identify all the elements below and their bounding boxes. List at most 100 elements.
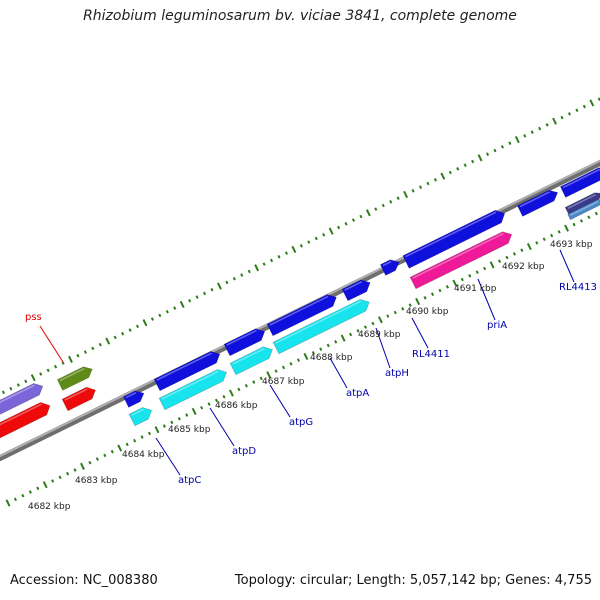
tick-mark [13, 497, 18, 502]
tick-mark [247, 269, 251, 274]
tick-mark [386, 314, 390, 318]
tick-mark [530, 130, 534, 134]
gene-arrow [0, 402, 51, 439]
tick-mark [415, 297, 421, 306]
tick-mark [550, 233, 554, 238]
gene-label-atpa: atpA [346, 388, 369, 399]
gene-highlight [405, 211, 497, 258]
tick-mark [371, 321, 375, 326]
gene-arrow [223, 328, 266, 357]
tick-mark [560, 115, 564, 120]
gene-arrow [128, 407, 153, 427]
gene-arrow [567, 199, 600, 221]
gene-highlight [131, 408, 144, 416]
kbp-label: 4689 kbp [358, 330, 401, 340]
tick-mark [523, 134, 527, 138]
gene-highlight [0, 384, 35, 403]
topology-text: Topology: circular; Length: 5,057,142 bp… [234, 573, 592, 588]
tick-mark [440, 172, 446, 180]
tick-mark [589, 99, 595, 107]
tick-mark [389, 200, 393, 204]
tick-mark [485, 152, 490, 156]
tick-mark [66, 471, 70, 476]
label-leader [39, 325, 64, 363]
label-leader [411, 317, 429, 349]
tick-mark [526, 242, 532, 251]
tick-mark [46, 368, 50, 373]
tick-mark [356, 329, 360, 333]
kbp-label: 4687 kbp [262, 377, 305, 387]
tick-mark [125, 442, 129, 447]
tick-mark [408, 303, 412, 307]
tick-mark [493, 148, 497, 153]
tick-mark [113, 335, 117, 340]
tick-mark [30, 374, 36, 382]
tick-mark [16, 383, 20, 387]
label-leader [155, 437, 181, 476]
tick-mark [140, 435, 144, 439]
tick-mark [195, 295, 199, 299]
gene-highlight [0, 403, 42, 426]
gene-arrow [564, 192, 600, 216]
gene-highlight [570, 200, 599, 216]
tick-mark [349, 332, 353, 337]
tick-mark [374, 207, 378, 211]
tick-mark [403, 190, 409, 199]
tick-mark [460, 277, 464, 282]
tick-mark [319, 347, 323, 351]
tick-mark [36, 486, 40, 491]
gene-highlight [567, 193, 597, 209]
tick-mark [456, 167, 460, 171]
gene-label-rl4413: RL4413 [559, 282, 597, 293]
label-leader [375, 327, 391, 369]
tick-mark [500, 145, 504, 149]
gene-highlight [161, 370, 219, 400]
tick-mark [254, 264, 260, 272]
tick-mark [340, 334, 346, 342]
kbp-label: 4683 kbp [75, 476, 118, 486]
gene-arrow [57, 366, 93, 391]
tick-mark [579, 219, 584, 223]
tick-mark [452, 279, 458, 287]
gene-arrow [380, 259, 400, 276]
tick-mark [483, 266, 487, 271]
gene-highlight [125, 391, 137, 399]
gene-label-atpg: atpG [289, 417, 313, 428]
gene-highlight [232, 347, 265, 365]
tick-mark [438, 288, 442, 293]
tick-mark [154, 426, 160, 434]
tick-mark [535, 241, 539, 245]
tick-mark [252, 380, 256, 384]
tick-mark [328, 227, 334, 235]
tick-mark [262, 262, 266, 266]
tick-mark [121, 331, 125, 336]
gene-highlight [344, 281, 363, 291]
kbp-label: 4691 kbp [454, 284, 497, 294]
tick-mark [322, 233, 326, 237]
tick-mark [359, 214, 363, 219]
tick-mark [365, 209, 371, 217]
tick-mark [270, 258, 274, 263]
outer-tick-ring [1, 97, 600, 395]
gene-arrow [153, 351, 221, 392]
tick-mark [520, 248, 524, 252]
tick-mark [24, 379, 28, 384]
tick-mark [83, 350, 87, 354]
tick-mark [128, 328, 132, 332]
tick-mark [54, 364, 58, 369]
tick-mark [401, 307, 405, 311]
tick-mark [117, 444, 123, 452]
tick-mark [185, 413, 189, 417]
gene-arrow [123, 390, 145, 408]
tick-mark [344, 222, 348, 226]
kbp-label: 4682 kbp [28, 502, 71, 512]
tick-mark [103, 453, 107, 458]
tick-mark [445, 285, 449, 289]
tick-mark [1, 390, 6, 395]
tick-mark [259, 376, 263, 381]
tick-mark [42, 481, 48, 489]
tick-mark [542, 237, 546, 241]
kbp-label: 4686 kbp [215, 401, 258, 411]
tick-mark [214, 398, 219, 403]
